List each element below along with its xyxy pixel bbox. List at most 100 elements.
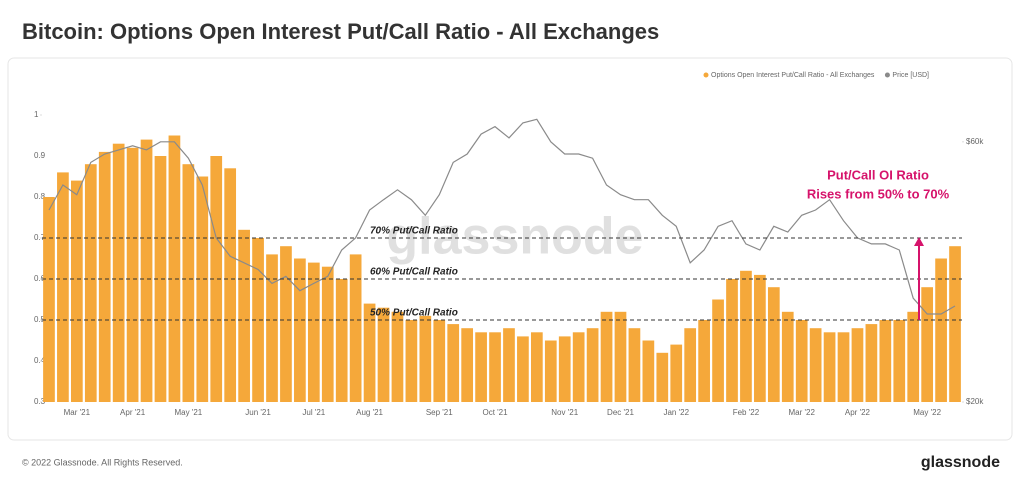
x-tick-label: Jun '21 [245,408,271,417]
x-tick-label: Jan '22 [663,408,689,417]
legend-label: Options Open Interest Put/Call Ratio - A… [711,72,875,79]
y-tick-label: 0.4 [34,356,46,365]
y-tick-label: 0.5 [34,315,46,324]
bar [419,315,432,402]
bar [935,258,947,402]
bar [642,340,655,402]
bar [628,328,641,402]
x-tick-label: Feb '22 [733,408,760,417]
bar [84,164,97,402]
annotation-text: Put/Call OI Ratio [827,167,929,182]
bar [475,332,487,402]
bar [823,332,836,402]
y-tick-label: 0.7 [34,233,46,242]
bar [363,303,376,402]
bar [907,311,920,402]
x-tick-label: May '22 [913,408,941,417]
bar [865,324,878,402]
x-tick-label: Sep '21 [426,408,453,417]
bar [294,258,306,402]
bar [614,311,627,402]
bar [684,328,697,402]
bar [544,340,557,402]
x-tick-label: Nov '21 [551,408,578,417]
bar [712,299,724,402]
y-tick-label: 0.9 [34,151,46,160]
x-tick-label: Mar '22 [788,408,815,417]
bar [740,270,752,402]
chart-title: Bitcoin: Options Open Interest Put/Call … [22,19,659,44]
bar [168,135,181,402]
bar [196,176,209,402]
bar [921,287,934,402]
x-tick-label: Jul '21 [302,408,325,417]
copyright: © 2022 Glassnode. All Rights Reserved. [22,457,183,467]
bar [600,311,613,402]
reference-label: 60% Put/Call Ratio [370,267,458,278]
arrow-head [914,237,924,246]
bar [126,147,139,402]
bar [503,328,515,402]
x-tick-label: Apr '22 [845,408,871,417]
price-line [48,118,956,315]
bar [154,156,167,402]
y-tick-label: 0.3 [34,397,46,406]
bar [377,307,390,402]
x-tick-label: May '21 [174,408,202,417]
bar [238,229,250,402]
bar [321,266,334,402]
x-tick-label: Oct '21 [482,408,508,417]
annotation-text: Rises from 50% to 70% [807,186,950,201]
bar [489,332,501,402]
y-tick-label: 1 [34,110,39,119]
bar [558,336,571,402]
bar [349,254,362,402]
bar [851,328,864,402]
bar [98,151,111,402]
bar [879,320,892,402]
bar [726,279,738,402]
bar [656,352,669,402]
watermark: glassnode [386,208,643,266]
bar [949,246,961,402]
legend-label: Price [USD] [892,72,929,79]
bar [280,246,292,402]
bar [670,344,683,402]
bar [266,254,278,402]
reference-label: 50% Put/Call Ratio [370,308,458,319]
bar [405,320,418,402]
chart-frame [7,57,1013,441]
bar [461,328,474,402]
bar [795,320,808,402]
bar [572,332,585,402]
bar [43,197,55,402]
bar [517,336,529,402]
bar [224,168,237,402]
bar [447,324,460,402]
y-tick-label: 0.6 [34,274,46,283]
x-tick-label: Aug '21 [356,408,383,417]
bar [391,311,404,402]
bar [781,311,794,402]
reference-label: 70% Put/Call Ratio [370,226,458,237]
y2-tick-label: $20k [966,397,984,406]
bar [837,332,850,402]
x-tick-label: Mar '21 [64,408,91,417]
bar [586,328,599,402]
bar [335,279,348,402]
bar [70,180,83,402]
bar [809,328,822,402]
logo: glassnode [921,454,1000,471]
y2-tick-label: $60k [966,137,984,146]
bar [112,143,125,402]
bar [698,320,710,402]
x-tick-label: Dec '21 [607,408,634,417]
legend-marker [884,72,890,78]
bar [210,156,223,402]
bar [754,274,766,402]
bar [252,238,264,402]
bar [433,320,446,402]
x-tick-label: Apr '21 [120,408,146,417]
y-tick-label: 0.8 [34,192,46,201]
bar [182,164,195,402]
